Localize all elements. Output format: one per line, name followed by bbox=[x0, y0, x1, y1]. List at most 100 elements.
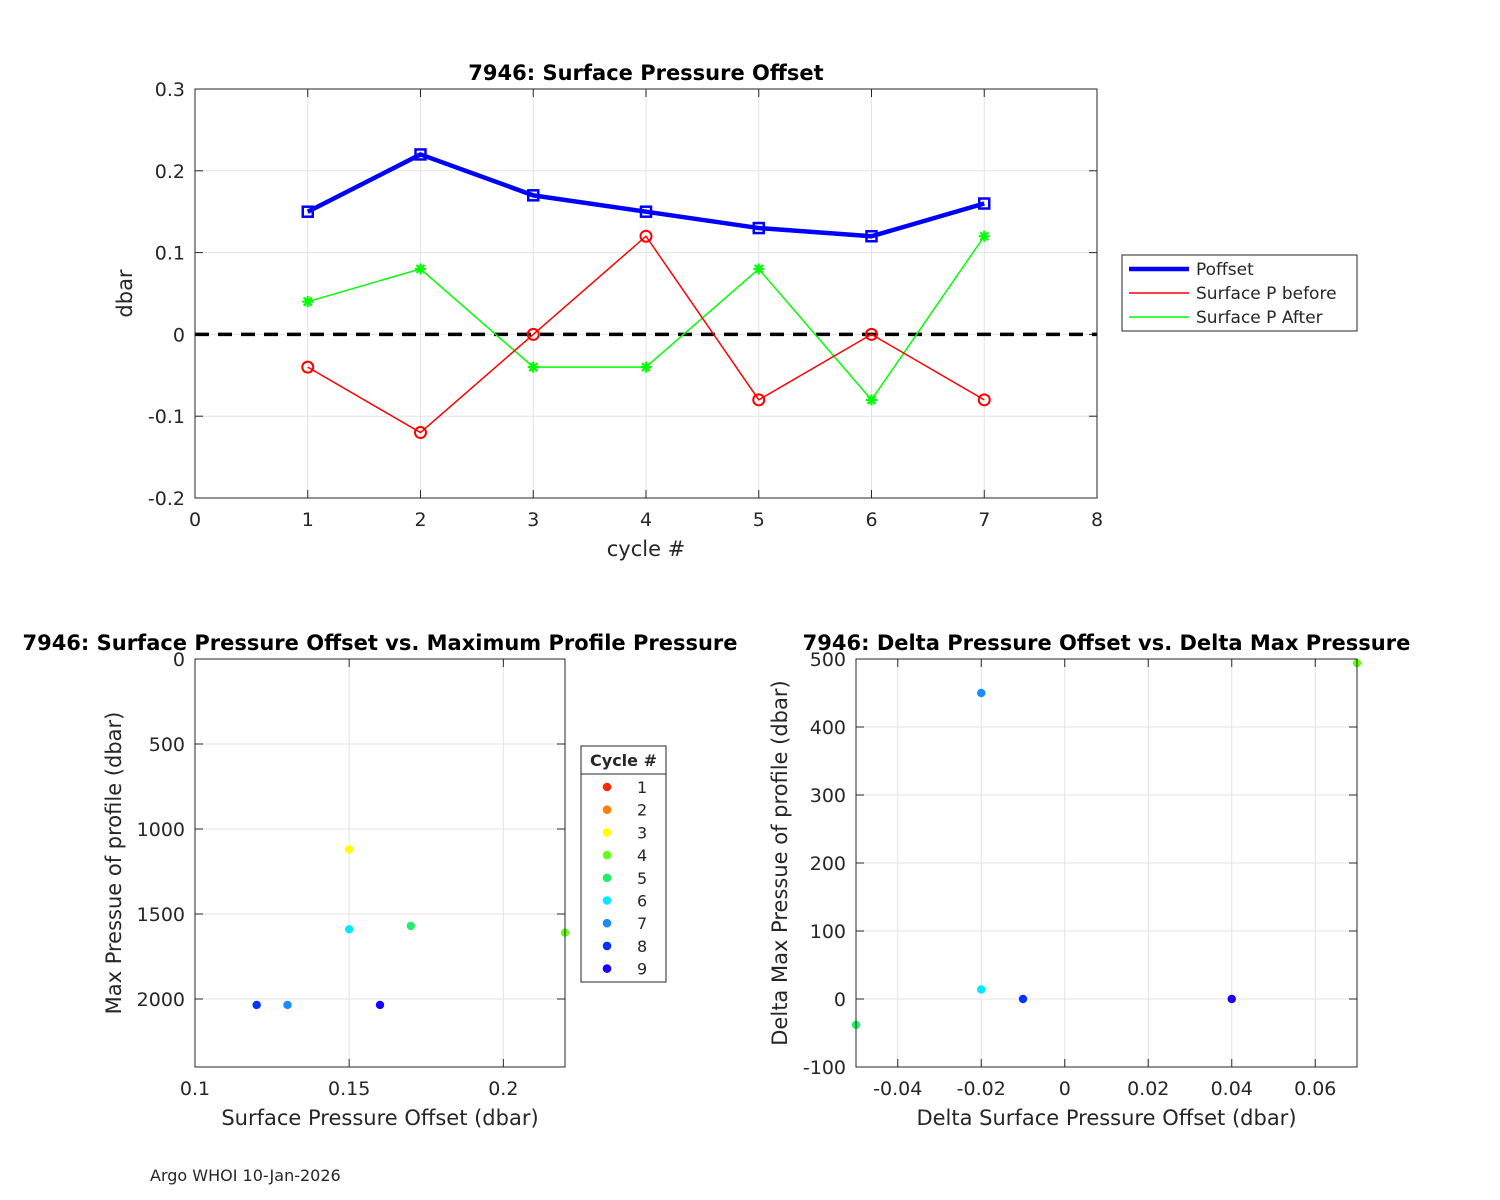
data-point bbox=[977, 393, 991, 407]
legend-label: 3 bbox=[637, 823, 647, 842]
y-tick-label: -0.1 bbox=[148, 406, 185, 428]
legend-marker bbox=[602, 964, 612, 973]
y-tick-label: 500 bbox=[810, 649, 846, 671]
data-point bbox=[639, 229, 653, 243]
data-point bbox=[415, 263, 426, 275]
x-tick-label: 8 bbox=[1091, 509, 1103, 531]
data-point bbox=[344, 925, 354, 934]
data-point bbox=[753, 263, 765, 275]
legend-label: Surface P before bbox=[1196, 284, 1337, 304]
x-axis-label: Surface Pressure Offset (dbar) bbox=[221, 1106, 538, 1130]
y-tick-label: 0 bbox=[173, 324, 185, 346]
legend-title: Cycle # bbox=[590, 751, 657, 770]
x-axis-label: cycle # bbox=[607, 537, 686, 561]
legend-label: 1 bbox=[637, 778, 647, 797]
legend-label: 8 bbox=[637, 937, 647, 956]
legend-label: 4 bbox=[637, 846, 647, 865]
x-tick-label: 2 bbox=[414, 509, 426, 531]
x-tick-label: 0.06 bbox=[1294, 1078, 1336, 1100]
y-tick-label: 1000 bbox=[137, 819, 185, 841]
x-tick-label: -0.02 bbox=[957, 1078, 1006, 1100]
x-tick-label: -0.04 bbox=[873, 1078, 922, 1100]
y-tick-label: 0 bbox=[173, 649, 185, 671]
footer-credit: Argo WHOI 10-Jan-2026 bbox=[150, 1166, 341, 1185]
x-tick-label: 0.04 bbox=[1211, 1078, 1253, 1100]
series-line-surface-p-before bbox=[307, 235, 985, 434]
data-point bbox=[527, 189, 540, 202]
data-point bbox=[978, 197, 991, 210]
y-tick-label: 0 bbox=[834, 989, 846, 1011]
data-point bbox=[375, 1000, 385, 1010]
legend-marker bbox=[602, 828, 612, 837]
data-point bbox=[252, 1000, 261, 1010]
legend-label: 5 bbox=[637, 869, 647, 888]
legend-label: 2 bbox=[637, 801, 647, 820]
chart-title: 7946: Surface Pressure Offset vs. Maximu… bbox=[22, 631, 737, 655]
legend-label: Surface P After bbox=[1196, 308, 1323, 328]
data-point bbox=[406, 921, 416, 931]
x-tick-label: 0 bbox=[1059, 1078, 1071, 1100]
y-tick-label: -0.2 bbox=[148, 488, 185, 510]
series-line-poffset bbox=[306, 152, 985, 239]
x-tick-label: 5 bbox=[753, 509, 765, 531]
y-axis-label: Max Pressue of profile (dbar) bbox=[102, 712, 126, 1015]
y-tick-label: 100 bbox=[810, 921, 846, 943]
x-tick-label: 0.2 bbox=[488, 1078, 518, 1100]
y-tick-label: 500 bbox=[149, 734, 185, 756]
y-axis-label: Delta Max Pressue of profile (dbar) bbox=[768, 680, 792, 1045]
legend-marker bbox=[602, 896, 612, 905]
data-point bbox=[526, 327, 540, 341]
x-tick-label: 0.1 bbox=[180, 1078, 210, 1100]
legend-label: 6 bbox=[637, 892, 647, 911]
data-point bbox=[1227, 994, 1236, 1004]
data-point bbox=[752, 221, 765, 235]
data-point bbox=[301, 205, 314, 218]
data-point bbox=[414, 148, 427, 161]
legend-marker bbox=[602, 873, 612, 883]
delta-offset-vs-delta-pressure-scatter: -0.04 -0.02 0 0.02 0.04 0.06 -100 0 100 200 300 400… bbox=[768, 631, 1410, 1130]
x-tick-label: 0 bbox=[189, 509, 201, 531]
data-point bbox=[639, 205, 653, 218]
data-point bbox=[865, 229, 878, 243]
x-tick-label: 0.02 bbox=[1127, 1078, 1169, 1100]
y-tick-label: -100 bbox=[803, 1057, 846, 1079]
y-tick-label: 1500 bbox=[137, 904, 185, 926]
plot-frame bbox=[855, 658, 1358, 1068]
legend-label: 7 bbox=[637, 914, 647, 933]
data-point bbox=[302, 296, 314, 308]
data-point bbox=[414, 426, 427, 440]
data-point bbox=[978, 230, 990, 242]
data-point bbox=[1018, 994, 1028, 1004]
legend-marker bbox=[602, 918, 612, 928]
y-tick-label: 0.3 bbox=[155, 79, 185, 101]
offset-vs-maxpressure-scatter: 0.1 0.15 0.2 0 500 1000 1500 2000 7946: Surface … bbox=[22, 631, 737, 1130]
data-point bbox=[344, 845, 354, 854]
y-axis-label: dbar bbox=[113, 269, 137, 318]
x-tick-label: 6 bbox=[865, 509, 877, 531]
y-tick-label: 2000 bbox=[137, 989, 185, 1011]
y-tick-label: 300 bbox=[810, 785, 846, 807]
x-tick-label: 0.15 bbox=[328, 1078, 370, 1100]
y-tick-label: 400 bbox=[810, 717, 846, 739]
data-point bbox=[527, 361, 539, 373]
x-tick-label: 1 bbox=[302, 509, 314, 531]
x-axis-label: Delta Surface Pressure Offset (dbar) bbox=[916, 1106, 1296, 1130]
legend-marker bbox=[602, 782, 612, 792]
legend-label: 9 bbox=[637, 960, 647, 979]
data-point bbox=[977, 688, 986, 698]
chart-title: 7946: Delta Pressure Offset vs. Delta Ma… bbox=[803, 631, 1411, 655]
y-tick-label: 0.2 bbox=[155, 161, 185, 183]
chart-title: 7946: Surface Pressure Offset bbox=[468, 61, 823, 85]
legend-marker bbox=[602, 850, 612, 860]
data-point bbox=[283, 1000, 292, 1010]
legend-box bbox=[580, 745, 667, 983]
legend-marker bbox=[602, 805, 612, 815]
y-tick-label: 0.1 bbox=[155, 243, 185, 265]
offset-line-chart: 0 1 2 3 4 5 6 7 8 -0.2 -0.1 0 0.1 0.2 0.3 7946: Surface… bbox=[113, 61, 1358, 561]
x-tick-label: 4 bbox=[640, 509, 652, 531]
plot-frame bbox=[194, 658, 566, 1068]
plot-frame bbox=[194, 88, 1098, 499]
data-point bbox=[301, 360, 315, 374]
data-point bbox=[752, 393, 766, 407]
